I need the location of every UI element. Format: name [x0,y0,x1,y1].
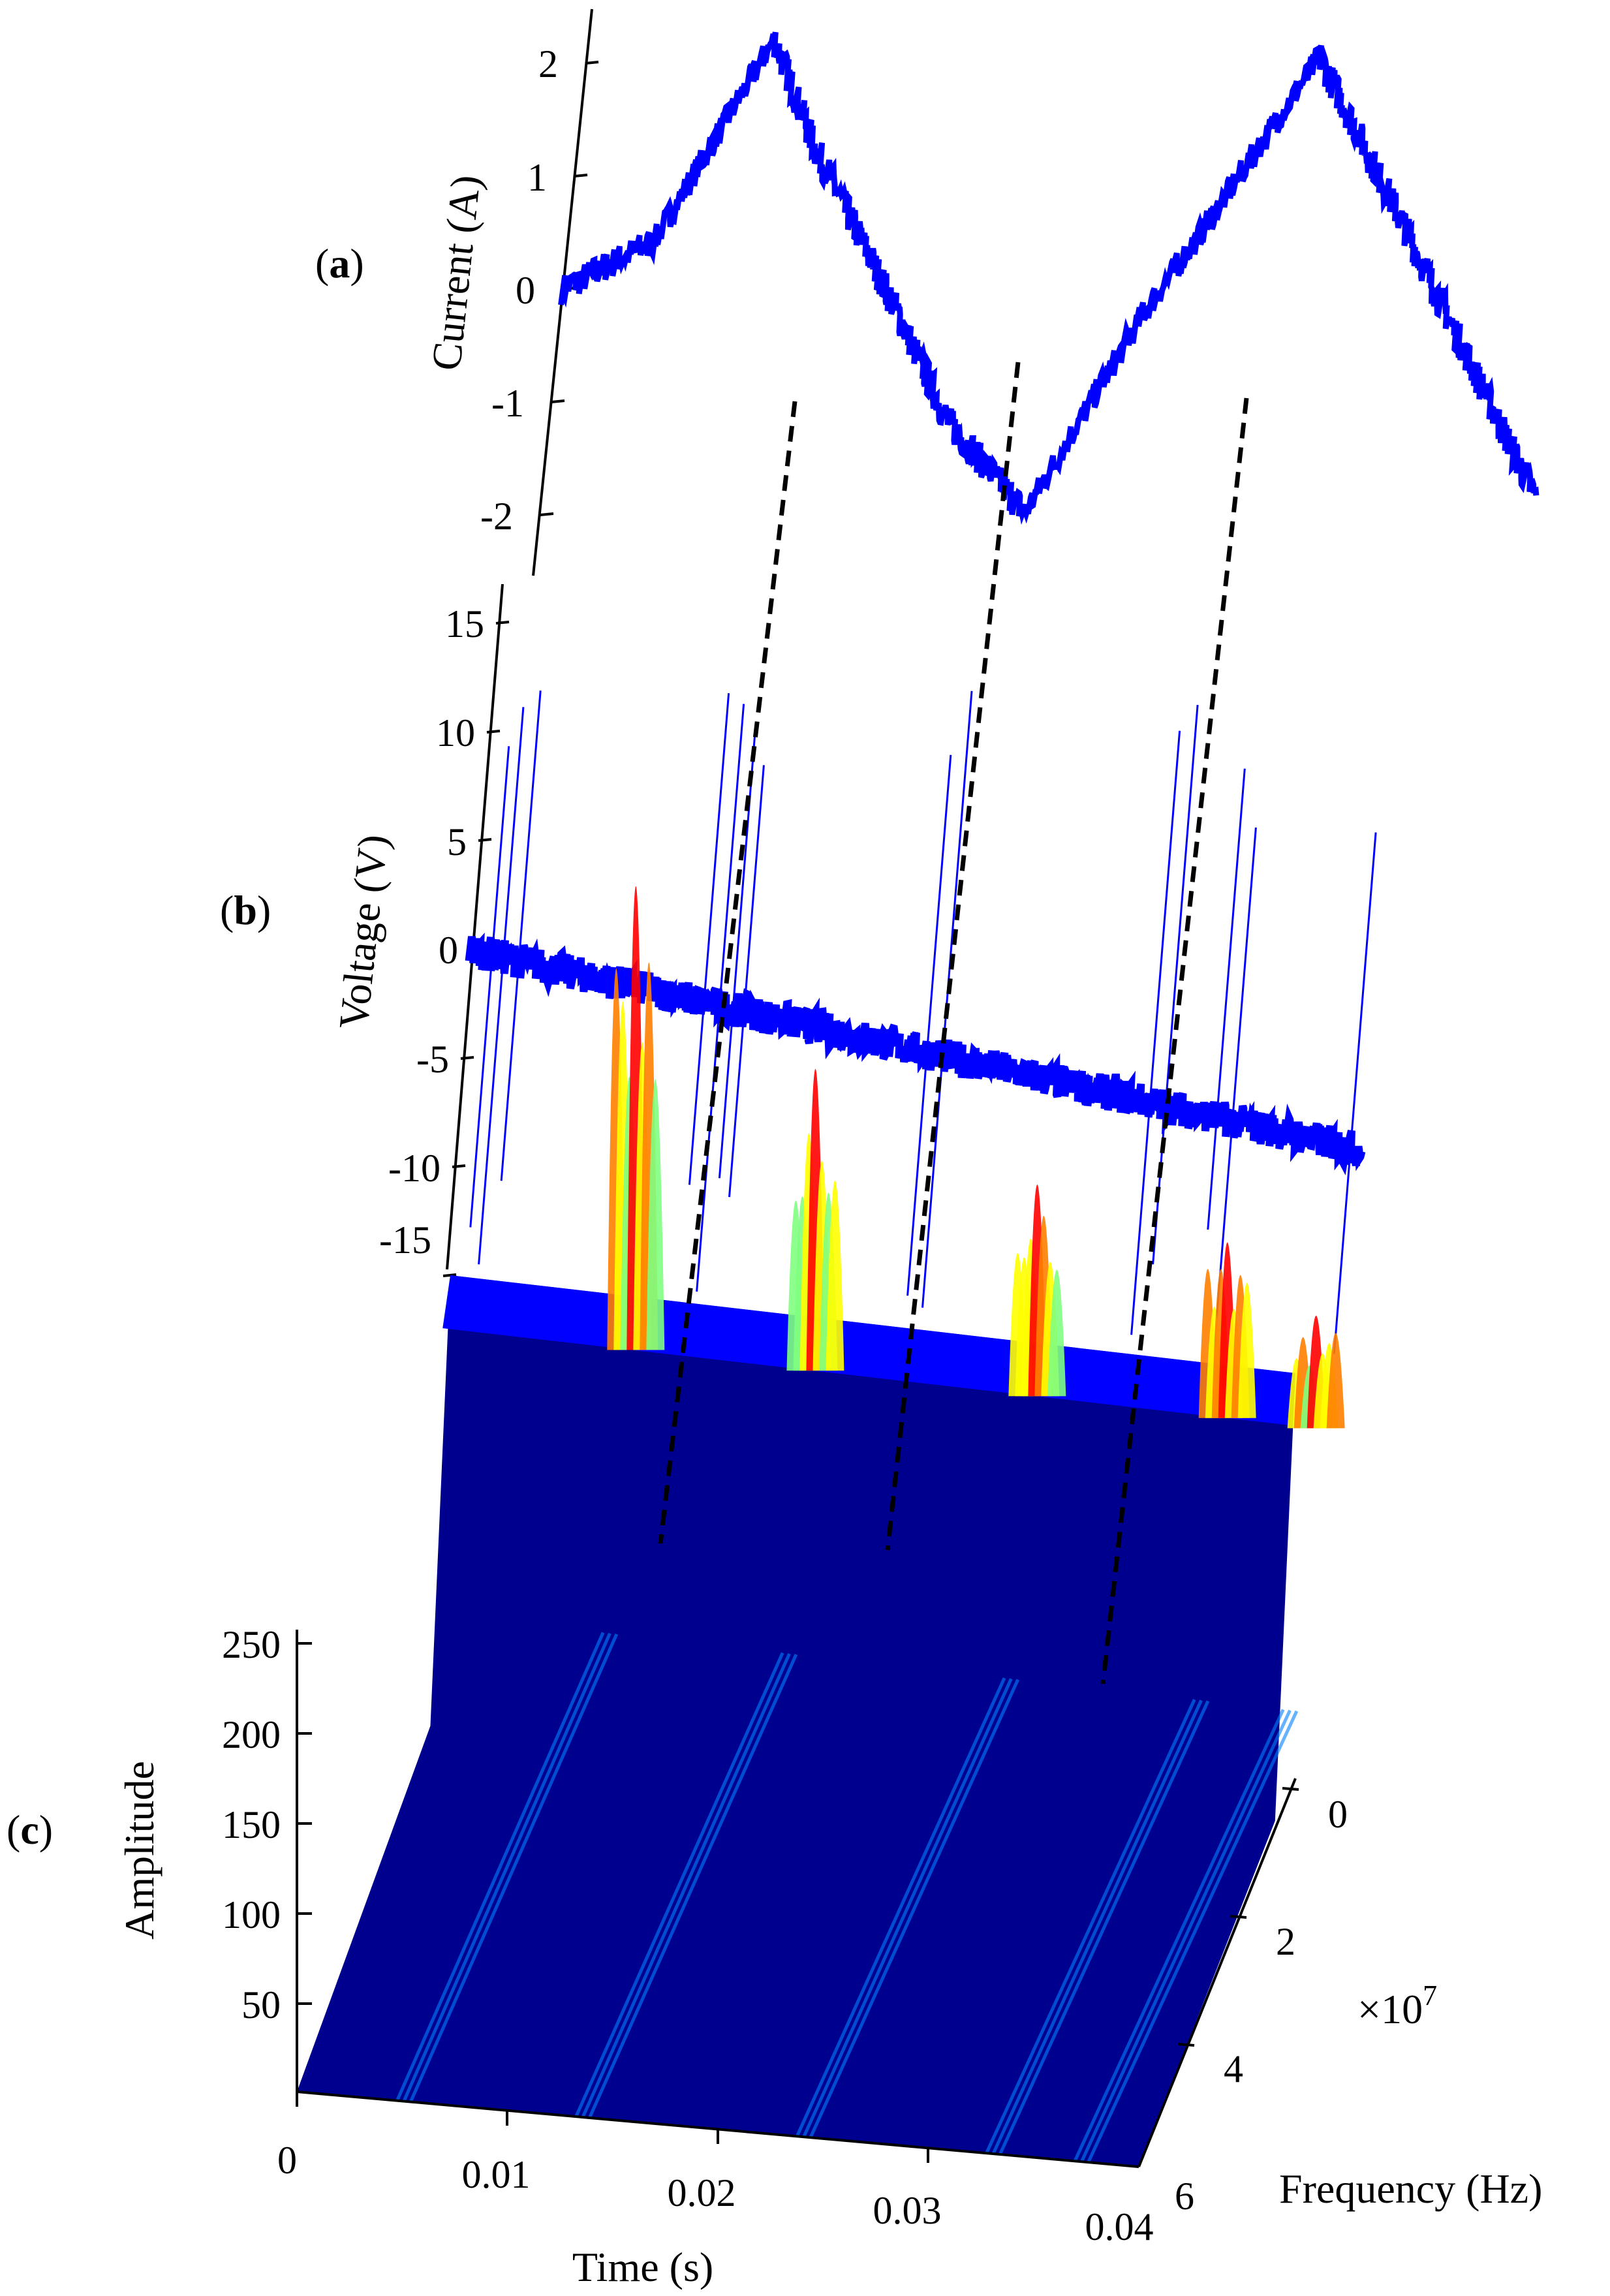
time-x-ticks [296,2092,929,2163]
spectrum-peak-3 [985,1242,1256,2156]
voltage-ytick-4: -5 [416,1038,449,1081]
frequency-ytick-2: 4 [1224,2047,1243,2090]
panel-c-label: (c) [7,1807,54,1853]
amplitude-ztick-3: 100 [222,1893,281,1936]
panel-b-voltage-chart: 15 10 5 0 -5 -10 -15 Voltage (V) [330,583,1377,1354]
spectrum-surface [297,886,1345,2167]
connector-1 [658,401,797,1544]
panel-c-spectrum-chart: 250 200 150 100 50 Amplitude 0 0.01 0.02… [116,886,1542,2290]
connector-3 [1100,397,1249,1684]
voltage-y-axis-label: Voltage (V) [330,832,397,1031]
panel-a-label: (a) [315,240,364,287]
current-ytick-0: 2 [538,42,558,85]
frequency-ytick-0: 0 [1328,1793,1348,1836]
panel-a-current-chart: 2 1 0 -1 -2 Current (A) [423,8,1540,576]
amplitude-z-axis-label: Amplitude [116,1761,163,1940]
voltage-spike-0 [469,746,510,1228]
current-ytick-2: 0 [516,269,535,312]
frequency-axis-multiplier: ×107 [1357,1979,1437,2032]
time-xtick-1: 0.01 [462,2153,531,2196]
voltage-ytick-0: 15 [445,602,484,645]
voltage-spike-6 [728,765,765,1198]
voltage-spike-2 [500,690,542,1181]
voltage-spike-1 [478,707,525,1265]
connector-2 [885,362,1021,1551]
time-x-axis-label: Time (s) [572,2244,713,2290]
current-ytick-3: -1 [491,382,524,425]
voltage-spike-8 [921,690,973,1308]
frequency-ytick-1: 2 [1276,1920,1295,1963]
voltage-y-axis [446,583,504,1270]
voltage-spike-7 [906,754,952,1296]
voltage-spike-3 [688,692,730,1185]
current-series-line [558,31,1540,525]
current-waveform [558,31,1540,525]
voltage-ytick-3: 0 [439,929,458,972]
voltage-baseline [465,932,1366,1175]
amplitude-ztick-2: 150 [222,1803,281,1846]
frequency-axis-label: Frequency (Hz) [1279,2165,1542,2212]
voltage-spike-12 [1213,827,1257,1351]
time-xtick-2: 0.02 [668,2171,736,2214]
time-xtick-4: 0.04 [1085,2205,1154,2248]
current-ytick-1: 1 [527,156,547,199]
current-y-axis-label: Current (A) [423,173,489,373]
spectrum-peak-0 [395,886,665,2103]
frequency-ytick-3: 6 [1175,2175,1194,2218]
spectrum-peak-4 [1073,1315,1345,2164]
amplitude-z-ticks [297,1642,312,2005]
current-ytick-4: -2 [480,495,513,538]
voltage-ytick-2: 5 [447,820,467,863]
frequency-y-axis [1138,1778,1297,2167]
spectrum-peak-1 [574,1068,844,2118]
spectrum-peak-2 [795,1184,1066,2139]
voltage-spike-11 [1207,768,1246,1230]
amplitude-ztick-0: 250 [222,1623,281,1666]
voltage-waveform [465,690,1377,1354]
time-xtick-3: 0.03 [873,2189,942,2232]
amplitude-ztick-4: 50 [241,1983,281,2026]
amplitude-ztick-1: 200 [222,1713,281,1756]
surface-body [297,1275,1295,2167]
voltage-spike-13 [1333,832,1377,1354]
event-connectors [658,362,1249,1684]
time-xtick-0: 0 [277,2139,297,2182]
frequency-y-ticks [1177,1787,1299,2047]
panel-b-label: (b) [220,887,271,933]
voltage-ytick-1: 10 [436,711,475,754]
voltage-ytick-6: -15 [379,1218,431,1262]
voltage-spike-4 [696,704,745,1292]
voltage-spike-9 [1130,730,1181,1335]
voltage-ytick-5: -10 [388,1147,441,1190]
